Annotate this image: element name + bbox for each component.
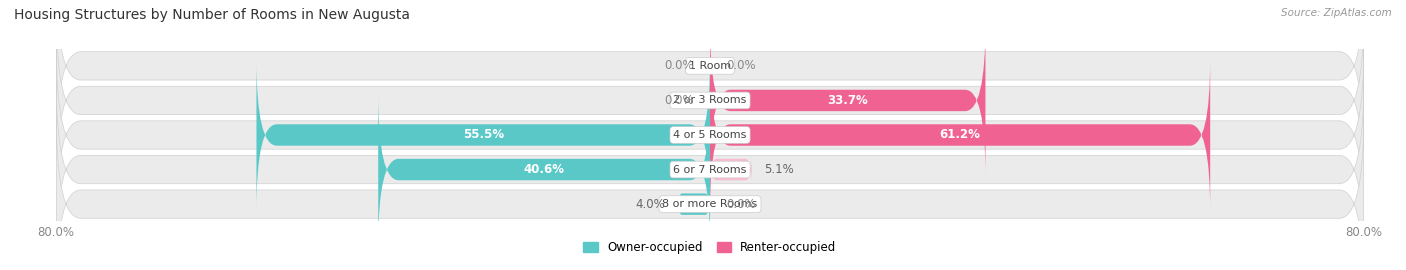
- FancyBboxPatch shape: [56, 80, 1364, 259]
- Text: 5.1%: 5.1%: [763, 163, 794, 176]
- Text: 55.5%: 55.5%: [463, 129, 503, 141]
- FancyBboxPatch shape: [256, 59, 710, 211]
- Text: 40.6%: 40.6%: [523, 163, 565, 176]
- Text: 2 or 3 Rooms: 2 or 3 Rooms: [673, 95, 747, 106]
- Text: 33.7%: 33.7%: [827, 94, 868, 107]
- Text: 0.0%: 0.0%: [664, 94, 693, 107]
- FancyBboxPatch shape: [710, 59, 1211, 211]
- Text: Source: ZipAtlas.com: Source: ZipAtlas.com: [1281, 8, 1392, 18]
- FancyBboxPatch shape: [678, 193, 710, 215]
- Text: 0.0%: 0.0%: [727, 198, 756, 211]
- Text: 1 Room: 1 Room: [689, 61, 731, 71]
- Text: Housing Structures by Number of Rooms in New Augusta: Housing Structures by Number of Rooms in…: [14, 8, 411, 22]
- Text: 4 or 5 Rooms: 4 or 5 Rooms: [673, 130, 747, 140]
- FancyBboxPatch shape: [56, 0, 1364, 156]
- Text: 4.0%: 4.0%: [636, 198, 665, 211]
- Legend: Owner-occupied, Renter-occupied: Owner-occupied, Renter-occupied: [579, 236, 841, 259]
- FancyBboxPatch shape: [56, 11, 1364, 190]
- FancyBboxPatch shape: [56, 114, 1364, 270]
- Text: 0.0%: 0.0%: [727, 59, 756, 72]
- Text: 6 or 7 Rooms: 6 or 7 Rooms: [673, 164, 747, 175]
- FancyBboxPatch shape: [710, 25, 986, 176]
- FancyBboxPatch shape: [56, 45, 1364, 225]
- Text: 8 or more Rooms: 8 or more Rooms: [662, 199, 758, 209]
- FancyBboxPatch shape: [710, 154, 752, 185]
- Text: 61.2%: 61.2%: [939, 129, 980, 141]
- Text: 0.0%: 0.0%: [664, 59, 693, 72]
- FancyBboxPatch shape: [378, 94, 710, 245]
